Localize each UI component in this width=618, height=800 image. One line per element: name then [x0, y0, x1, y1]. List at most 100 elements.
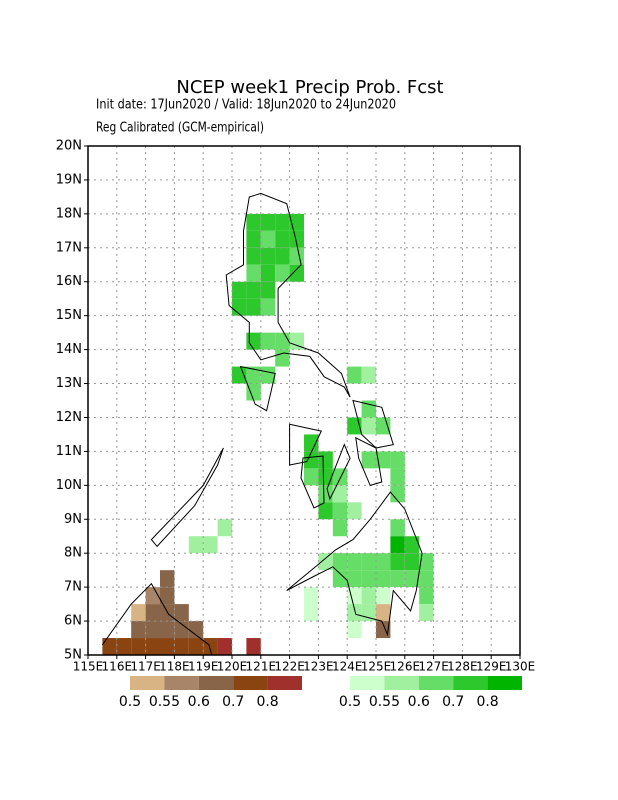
- prob-cell: [361, 451, 376, 469]
- coastline: [300, 455, 325, 509]
- y-tick-label: 12N: [56, 410, 82, 425]
- coastline: [286, 491, 423, 637]
- prob-cell: [390, 519, 405, 537]
- prob-cell: [260, 298, 276, 316]
- x-tick-label: 129E: [476, 660, 507, 674]
- prob-cell: [275, 349, 290, 367]
- prob-cell: [275, 247, 290, 265]
- legend-swatch: [384, 676, 419, 690]
- prob-cell: [246, 638, 261, 655]
- legend-swatch: [130, 676, 165, 690]
- prob-cell: [419, 604, 434, 622]
- prob-cell: [376, 570, 391, 588]
- x-tick-label: 121E: [246, 660, 277, 674]
- prob-cell: [289, 264, 304, 282]
- legend-label: 0.8: [256, 694, 278, 710]
- prob-cell: [188, 621, 204, 639]
- y-tick-label: 16N: [56, 274, 82, 289]
- prob-cell: [289, 247, 304, 265]
- prob-cell: [347, 587, 362, 605]
- prob-cell: [390, 570, 405, 588]
- prob-cell: [390, 468, 405, 486]
- prob-cell: [260, 247, 276, 265]
- prob-cell: [419, 553, 434, 571]
- legend-label: 0.5: [339, 694, 361, 710]
- prob-cell: [318, 502, 333, 520]
- legend-swatch: [198, 676, 234, 690]
- legend-label: 0.7: [222, 694, 244, 710]
- prob-cell: [347, 570, 362, 588]
- prob-cell: [289, 332, 304, 350]
- prob-cell: [260, 281, 276, 299]
- prob-cell: [102, 638, 117, 655]
- prob-cell: [404, 536, 420, 554]
- prob-cell: [188, 638, 204, 655]
- prob-cell: [304, 587, 319, 605]
- prob-cell: [347, 621, 362, 639]
- prob-cell: [318, 451, 333, 469]
- prob-cell: [318, 485, 333, 503]
- prob-cell: [289, 213, 304, 231]
- subtitle: Init date: 17Jun2020 / Valid: 18Jun2020 …: [96, 98, 396, 113]
- prob-cell: [217, 638, 232, 655]
- prob-cell: [232, 298, 247, 316]
- x-tick-label: 125E: [361, 660, 392, 674]
- prob-cell: [275, 264, 290, 282]
- prob-cell: [376, 587, 391, 605]
- prob-cell: [304, 604, 319, 622]
- legend-label: 0.7: [442, 694, 464, 710]
- prob-cell: [246, 332, 261, 350]
- prob-cell: [376, 417, 391, 435]
- x-tick-label: 130E: [505, 660, 536, 674]
- prob-cell: [203, 638, 218, 655]
- coastline: [225, 192, 351, 398]
- map-frame: [87, 145, 521, 656]
- prob-cell: [246, 264, 261, 282]
- x-tick-label: 124E: [332, 660, 363, 674]
- coastline: [239, 365, 276, 412]
- prob-cell: [174, 604, 189, 622]
- prob-cell: [332, 502, 348, 520]
- prob-cell: [304, 468, 319, 486]
- prob-cell: [347, 604, 362, 622]
- prob-cell: [419, 587, 434, 605]
- coastline: [150, 447, 224, 548]
- prob-cell: [260, 213, 276, 231]
- prob-cell: [131, 638, 146, 655]
- prob-cell: [232, 366, 247, 384]
- legend-swatch: [418, 676, 454, 690]
- prob-cell: [131, 621, 146, 639]
- coastline: [101, 582, 213, 656]
- x-tick-label: 123E: [303, 660, 334, 674]
- prob-cell: [332, 553, 348, 571]
- coastlines: [101, 192, 423, 656]
- prob-cell: [376, 604, 391, 622]
- prob-cell: [160, 587, 175, 605]
- prob-cell: [145, 587, 160, 605]
- legend-swatch: [233, 676, 268, 690]
- y-tick-label: 10N: [56, 478, 82, 493]
- prob-cell: [304, 451, 319, 469]
- prob-cell: [260, 264, 276, 282]
- x-tick-label: 120E: [217, 660, 248, 674]
- legend-label: 0.55: [149, 694, 180, 710]
- y-tick-label: 13N: [56, 376, 82, 391]
- prob-cell: [260, 230, 276, 248]
- coastline: [352, 399, 394, 449]
- prob-cell: [347, 502, 362, 520]
- x-tick-label: 122E: [274, 660, 305, 674]
- y-tick-label: 19N: [56, 172, 82, 187]
- y-tick-label: 5N: [64, 648, 82, 663]
- legend-label: 0.8: [476, 694, 498, 710]
- legend-label: 0.55: [369, 694, 400, 710]
- prob-cell: [145, 604, 160, 622]
- subtitle: Reg Calibrated (GCM-empirical): [96, 121, 264, 136]
- x-tick-label: 128E: [447, 660, 478, 674]
- prob-cell: [332, 519, 348, 537]
- legend-label: 0.5: [119, 694, 141, 710]
- prob-cell: [361, 417, 376, 435]
- prob-cell: [246, 230, 261, 248]
- prob-cell: [304, 434, 319, 452]
- prob-cell: [160, 621, 175, 639]
